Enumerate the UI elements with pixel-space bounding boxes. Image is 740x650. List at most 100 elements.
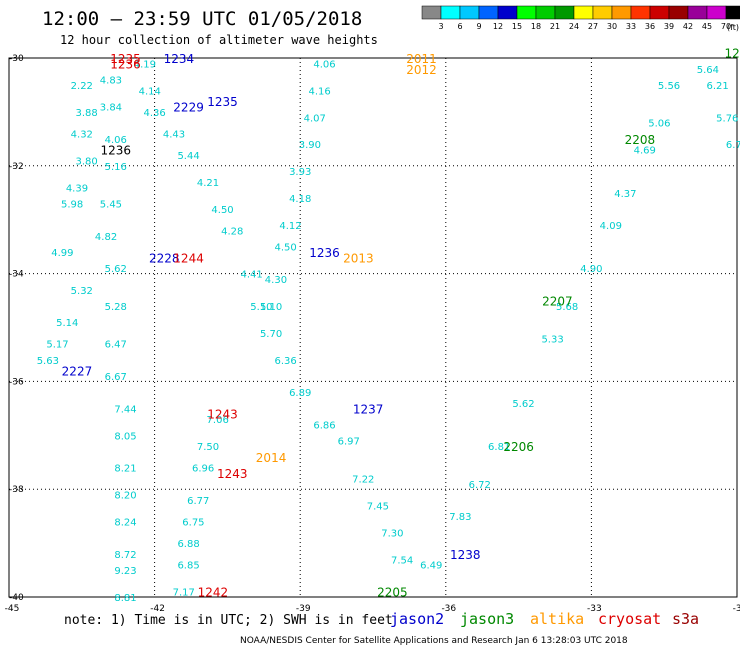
swh-value: 7.54 (391, 555, 413, 566)
credit-line: NOAA/NESDIS Center for Satellite Applica… (240, 636, 628, 646)
swh-value: 4.32 (71, 129, 93, 140)
colorbar-label: 33 (626, 22, 636, 31)
y-tick-label: -32 (9, 162, 24, 172)
pass-number-label: 1234 (164, 52, 195, 66)
swh-value: 5.33 (541, 334, 563, 345)
colorbar-swatch (554, 5, 575, 20)
pass-number-label: 1237 (353, 402, 384, 416)
swh-value: 6.97 (338, 437, 360, 448)
swh-value: 7.44 (114, 404, 136, 415)
colorbar-label: 24 (569, 22, 579, 31)
units-note: note: 1) Time is in UTC; 2) SWH is in fe… (64, 613, 393, 628)
swh-value: 7.22 (352, 474, 374, 485)
swh-value: 8.72 (114, 550, 136, 561)
colorbar-label: 15 (512, 22, 522, 31)
pass-number-label: 1244 (173, 251, 204, 265)
swh-value: 4.28 (221, 226, 243, 237)
satellite-legend-jason3: jason3 (460, 610, 514, 628)
swh-value: 5.28 (105, 302, 127, 313)
swh-value: 4.07 (304, 113, 326, 124)
swh-value: 6.72 (469, 480, 491, 491)
swh-value: 4.43 (163, 129, 185, 140)
swh-value: 8.81 (114, 593, 136, 604)
colorbar-swatch (706, 5, 727, 20)
swh-value: 9.23 (114, 566, 136, 577)
y-tick-label: -34 (9, 270, 24, 280)
pass-number-label: 1236 (100, 144, 131, 158)
pass-number-label: 1235 (207, 95, 238, 109)
pass-number-label: 1242 (198, 586, 229, 600)
swh-value: 6.47 (105, 340, 127, 351)
swh-value: 4.82 (95, 232, 117, 243)
pass-number-label: 1243 (217, 467, 248, 481)
swh-value: 8.24 (114, 518, 136, 529)
swh-value: 5.10 (260, 302, 282, 313)
swh-value: 6.67 (105, 372, 127, 383)
swh-value: 6.89 (289, 388, 311, 399)
colorbar-unit: (ft) (727, 23, 739, 32)
pass-number-label: 2229 (173, 101, 204, 115)
swh-value: 4.14 (139, 86, 161, 97)
colorbar-label: 3 (438, 22, 443, 31)
swh-value: 5.10 (250, 302, 272, 313)
swh-value: 8.05 (114, 431, 136, 442)
satellite-legend-s3a: s3a (672, 610, 699, 628)
colorbar-swatch (459, 5, 480, 20)
swh-value: 6.86 (313, 421, 335, 432)
swh-value: 3.88 (76, 108, 98, 119)
colorbar-swatch (592, 5, 613, 20)
pass-number-label: 2013 (343, 251, 374, 265)
tick-labels: -45 -42 -39 -36 -33 -30 -30 -32 -34 -36 -38 -40 (5, 54, 740, 614)
colorbar-swatch (478, 5, 499, 20)
swh-value: 4.41 (241, 270, 263, 281)
swh-value: 6.96 (192, 464, 214, 475)
swh-value: 4.06 (313, 59, 335, 70)
y-tick-label: -30 (9, 54, 24, 64)
pass-number-label: 1235 (110, 52, 141, 66)
colorbar-swatch (725, 5, 740, 20)
pass-number-label: 1238 (450, 548, 481, 562)
swh-value: 4.90 (580, 264, 602, 275)
swh-value: 5.70 (260, 329, 282, 340)
pass-number-label: 2205 (377, 586, 408, 600)
swh-value: 8.20 (114, 491, 136, 502)
swh-value: 5.68 (556, 302, 578, 313)
pass-number-label: 12 (725, 47, 740, 61)
swh-value: 4.09 (600, 221, 622, 232)
pass-number-label: 2227 (62, 365, 93, 379)
y-tick-label: -36 (9, 377, 24, 387)
colorbar-label: 30 (607, 22, 617, 31)
x-tick-label: -36 (441, 604, 456, 614)
swh-value: 6.81 (488, 442, 510, 453)
swh-value: 4.16 (308, 86, 330, 97)
colorbar-label: 12 (493, 22, 503, 31)
colorbar-swatch (611, 5, 632, 20)
swh-value: 4.12 (279, 221, 301, 232)
colorbar-legend: 3 6 9 12 15 18 21 24 27 30 33 36 39 42 45 70 (421, 5, 740, 31)
swh-value: 8.21 (114, 464, 136, 475)
swh-value: 6.85 (177, 561, 199, 572)
swh-value: 3.84 (100, 103, 122, 114)
swh-value: 6.88 (177, 539, 199, 550)
swh-value: 4.21 (197, 178, 219, 189)
x-tick-label: -45 (5, 604, 20, 614)
pass-number-label: 2208 (625, 133, 656, 147)
x-tick-label: -42 (150, 604, 165, 614)
swh-value: 4.83 (100, 76, 122, 87)
swh-value: 4.50 (275, 243, 297, 254)
swh-value: 6.21 (706, 81, 728, 92)
pass-number-label: 2011 (406, 52, 437, 66)
satellite-legend-altika: altika (530, 610, 584, 628)
chart-title: 12:00 — 23:59 UTC 01/05/2018 (42, 8, 362, 30)
colorbar-label: 36 (645, 22, 655, 31)
swh-value: 3.93 (289, 167, 311, 178)
swh-value: 6.49 (420, 561, 442, 572)
gridlines (9, 58, 737, 597)
satellite-legend: jason2 jason3 altika cryosat s3a (390, 610, 699, 628)
swh-value: 5.98 (61, 200, 83, 211)
colorbar-swatch (516, 5, 537, 20)
swh-value: 4.50 (211, 205, 233, 216)
colorbar-swatch (630, 5, 651, 20)
y-tick-label: -40 (9, 593, 24, 603)
swh-value: 7.45 (367, 501, 389, 512)
